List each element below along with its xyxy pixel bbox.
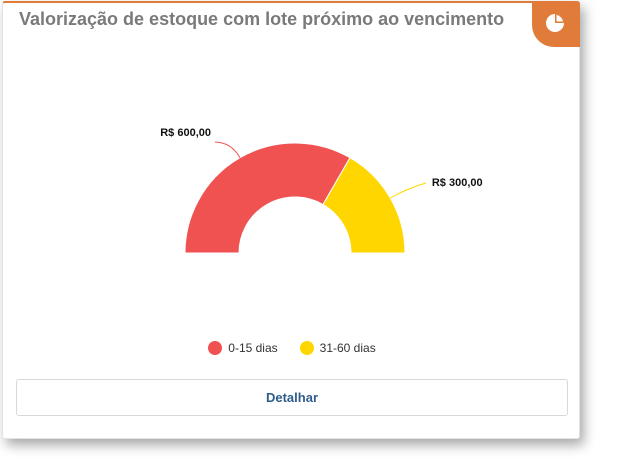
card-title: Valorização de estoque com lote próximo … — [19, 9, 505, 29]
slice-0-15-dias[interactable] — [184, 142, 351, 254]
legend-label: 0-15 dias — [228, 341, 278, 355]
chart-type-badge — [532, 1, 580, 47]
data-label: R$ 600,00 — [160, 127, 211, 139]
legend-label: 31-60 dias — [319, 341, 376, 355]
chart-legend: 0-15 dias 31-60 dias — [3, 341, 581, 355]
detail-button[interactable]: Detalhar — [16, 379, 568, 416]
label-connector — [390, 182, 426, 199]
semi-donut-chart: R$ 600,00 R$ 300,00 — [160, 127, 483, 254]
legend-marker — [208, 341, 223, 355]
label-connector — [214, 141, 241, 158]
slice-31-60-dias[interactable] — [322, 157, 406, 254]
stock-valuation-card: Valorização de estoque com lote próximo … — [2, 1, 580, 439]
legend-marker — [299, 341, 314, 355]
legend-item[interactable]: 31-60 dias — [299, 341, 376, 355]
legend-item[interactable]: 0-15 dias — [208, 341, 278, 355]
pie-chart-icon — [546, 14, 564, 32]
data-label: R$ 300,00 — [432, 177, 483, 189]
